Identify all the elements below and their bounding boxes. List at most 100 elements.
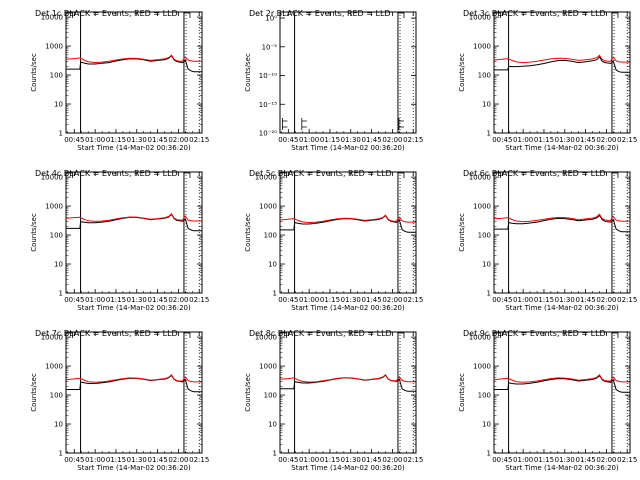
interval-marker	[281, 118, 288, 130]
x-tick-label: 01:15	[534, 456, 554, 464]
x-tick-label: 01:45	[147, 296, 167, 304]
x-tick-label: 01:45	[575, 136, 595, 144]
y-tick-label: 100	[478, 232, 491, 240]
panel-title: Det 4c BLACK = Events, RED = LLD	[35, 169, 178, 178]
y-tick-label: 10000	[469, 334, 491, 342]
y-tick-label: 10000	[469, 174, 491, 182]
y-axis-label: Counts/sec	[244, 53, 252, 92]
y-tick-label: 100	[50, 232, 63, 240]
panel-title: Det 5c BLACK = Events, RED = LLD	[249, 169, 392, 178]
y-tick-label: 10000	[41, 334, 63, 342]
x-tick-label: 02:15	[403, 136, 423, 144]
y-tick-label: 100	[264, 392, 277, 400]
series-lld-line	[279, 214, 416, 224]
plot-frame	[493, 331, 631, 454]
interval-marker	[280, 332, 287, 338]
interval-marker	[183, 172, 191, 178]
y-tick-label: 10	[482, 421, 491, 429]
x-tick-label: 01:30	[127, 136, 147, 144]
x-tick-label: 02:00	[168, 296, 188, 304]
y-tick-label: 100	[50, 392, 63, 400]
y-axis-label: Counts/sec	[30, 53, 38, 92]
series-events-line	[494, 374, 630, 393]
x-tick-label: 02:15	[189, 456, 209, 464]
x-axis-label: Start Time (14-Mar-02 00:36:20)	[505, 144, 619, 152]
y-tick-label: 100	[478, 392, 491, 400]
x-tick-label: 01:15	[106, 296, 126, 304]
x-tick-label: 02:00	[596, 296, 616, 304]
y-tick-label: 10000	[41, 174, 63, 182]
plot-frame	[493, 171, 631, 294]
x-tick-label: 00:45	[64, 296, 84, 304]
x-tick-label: 02:15	[403, 456, 423, 464]
series-events-line	[66, 54, 202, 73]
x-tick-label: 01:30	[555, 136, 575, 144]
y-tick-label: 1	[487, 450, 491, 458]
interval-marker	[280, 172, 287, 178]
x-axis-label: Start Time (14-Mar-02 00:36:20)	[291, 464, 405, 472]
x-tick-label: 00:45	[278, 136, 298, 144]
x-tick-label: 01:45	[147, 456, 167, 464]
y-tick-label: 1	[59, 290, 63, 298]
x-axis-label: Start Time (14-Mar-02 00:36:20)	[505, 304, 619, 312]
x-tick-label: 01:00	[85, 296, 105, 304]
y-tick-label: 10	[54, 421, 63, 429]
x-tick-label: 01:30	[341, 456, 361, 464]
series-lld-line	[65, 213, 202, 222]
interval-marker	[494, 332, 501, 338]
series-lld-line	[493, 213, 630, 223]
x-axis-label: Start Time (14-Mar-02 00:36:20)	[505, 464, 619, 472]
y-axis-label: Counts/sec	[244, 373, 252, 412]
interval-marker	[494, 12, 501, 18]
y-tick-label: 1	[487, 290, 491, 298]
x-tick-label: 01:45	[575, 296, 595, 304]
y-tick-label: 100	[478, 72, 491, 80]
x-axis-label: Start Time (14-Mar-02 00:36:20)	[77, 464, 191, 472]
y-tick-label: 1000	[473, 203, 491, 211]
x-tick-label: 01:00	[299, 296, 319, 304]
x-axis-label: Start Time (14-Mar-02 00:36:20)	[291, 144, 405, 152]
x-axis-label: Start Time (14-Mar-02 00:36:20)	[77, 304, 191, 312]
y-tick-label: 10⁻¹⁰	[259, 72, 277, 80]
x-tick-label: 01:30	[555, 456, 575, 464]
y-tick-label: 1000	[259, 363, 277, 371]
interval-marker	[66, 12, 73, 18]
y-tick-label: 1000	[45, 363, 63, 371]
series-lld-line	[65, 54, 202, 64]
y-tick-label: 1000	[45, 203, 63, 211]
x-tick-label: 01:00	[85, 136, 105, 144]
y-tick-label: 1	[59, 450, 63, 458]
series-events-line	[494, 214, 630, 233]
x-tick-label: 02:00	[168, 136, 188, 144]
y-tick-label: 10	[268, 261, 277, 269]
x-tick-label: 01:15	[320, 456, 340, 464]
plot-frame	[65, 331, 203, 454]
x-axis-label: Start Time (14-Mar-02 00:36:20)	[291, 304, 405, 312]
y-tick-label: 1	[273, 290, 277, 298]
y-tick-label: 10⁰	[265, 15, 277, 23]
x-tick-label: 01:00	[513, 456, 533, 464]
y-tick-label: 1000	[45, 43, 63, 51]
y-axis-label: Counts/sec	[244, 213, 252, 252]
x-tick-label: 02:00	[168, 456, 188, 464]
x-tick-label: 01:30	[341, 296, 361, 304]
x-tick-label: 02:15	[617, 136, 637, 144]
x-tick-label: 01:45	[361, 456, 381, 464]
panel-title: Det 6c BLACK = Events, RED = LLD	[463, 169, 606, 178]
panel-title: Det 3c BLACK = Events, RED = LLD	[463, 9, 606, 18]
x-tick-label: 02:00	[382, 456, 402, 464]
y-axis-label: Counts/sec	[458, 53, 466, 92]
x-tick-label: 00:45	[278, 296, 298, 304]
y-tick-label: 1	[487, 130, 491, 138]
panel-title: Det 7c BLACK = Events, RED = LLD	[35, 329, 178, 338]
y-tick-label: 10000	[41, 14, 63, 22]
x-tick-label: 01:45	[361, 136, 381, 144]
x-tick-label: 00:45	[64, 136, 84, 144]
interval-marker	[66, 332, 73, 338]
interval-marker	[397, 172, 405, 178]
